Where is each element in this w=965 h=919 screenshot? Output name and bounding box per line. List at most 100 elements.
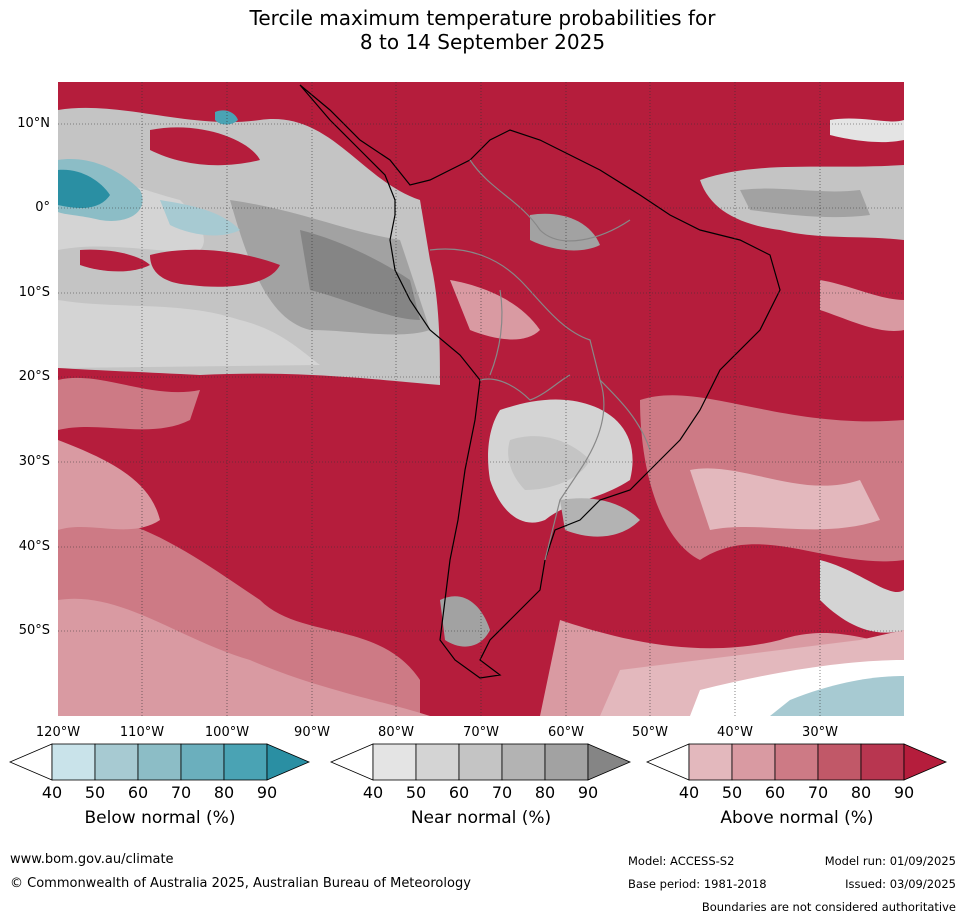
lat-label: 20°S — [18, 369, 50, 384]
colorbar-segment — [137, 743, 182, 781]
colorbar-tick-label: 80 — [850, 783, 872, 802]
colorbar-segment — [51, 743, 96, 781]
colorbar-tick-label: 60 — [764, 783, 786, 802]
lon-label: 30°W — [802, 725, 838, 740]
country-border — [479, 374, 571, 401]
lon-label: 90°W — [294, 725, 330, 740]
coastline — [299, 84, 781, 679]
colorbar-segment — [180, 743, 225, 781]
colorbar-tick-label: 90 — [577, 783, 599, 802]
near-normal-region — [508, 436, 590, 490]
above-normal-region — [690, 468, 880, 530]
colorbar-title: Below normal (%) — [84, 808, 236, 828]
colorbar-tick-label: 80 — [534, 783, 556, 802]
colorbar-segment — [372, 743, 417, 781]
colorbar-tick-label: 90 — [256, 783, 278, 802]
country-border — [469, 159, 631, 242]
above-normal-region — [58, 377, 200, 430]
colorbar-extend-low — [645, 743, 690, 781]
map-title-line2: 8 to 14 September 2025 — [359, 30, 606, 54]
above-normal-region — [58, 440, 160, 530]
colorbar-extend-low — [329, 743, 374, 781]
above-normal-colorbar — [645, 743, 948, 781]
lat-label: 10°S — [18, 285, 50, 300]
near-normal-region — [830, 118, 904, 143]
colorbar-extend-high — [903, 743, 948, 781]
colorbar-tick-label: 70 — [170, 783, 192, 802]
below-normal-region — [160, 200, 240, 236]
colorbar-segment — [544, 743, 589, 781]
above-normal-region — [150, 127, 260, 166]
model-text: Model: ACCESS-S2 — [628, 854, 735, 868]
lon-label: 60°W — [548, 725, 584, 740]
colorbar-tick-label: 40 — [362, 783, 384, 802]
colorbar-title: Above normal (%) — [720, 808, 874, 828]
colorbar-segment — [94, 743, 139, 781]
lon-label: 70°W — [463, 725, 499, 740]
lon-label: 100°W — [204, 725, 250, 740]
lon-label: 110°W — [119, 725, 165, 740]
above-normal-region — [80, 249, 150, 272]
colorbar-segment — [688, 743, 733, 781]
colorbar-extend-high — [587, 743, 632, 781]
lat-label: 10°N — [17, 116, 50, 131]
near-normal-region — [820, 560, 904, 633]
lon-label: 40°W — [717, 725, 753, 740]
below-normal-region — [215, 110, 238, 125]
colorbar-segment — [415, 743, 460, 781]
graticule — [58, 82, 904, 716]
colorbar-tick-label: 60 — [127, 783, 149, 802]
lon-label: 120°W — [35, 725, 81, 740]
colorbar-segment — [223, 743, 268, 781]
below-normal-colorbar — [8, 743, 311, 781]
country-border — [489, 289, 503, 376]
below-normal-region — [770, 676, 904, 716]
above-normal-region — [58, 598, 430, 716]
lon-label: 50°W — [632, 725, 668, 740]
colorbar-tick-label: 50 — [721, 783, 743, 802]
website-link[interactable]: www.bom.gov.au/climate — [10, 852, 174, 867]
lat-label: 30°S — [18, 454, 50, 469]
colorbar-tick-label: 70 — [491, 783, 513, 802]
colorbar-extend-low — [8, 743, 53, 781]
near-normal-region — [440, 596, 490, 647]
colorbar-tick-label: 70 — [807, 783, 829, 802]
colorbar-segment — [501, 743, 546, 781]
colorbar-tick-label: 80 — [213, 783, 235, 802]
colorbar-segment — [774, 743, 819, 781]
colorbar-segment — [817, 743, 862, 781]
colorbar-tick-label: 40 — [41, 783, 63, 802]
country-border — [429, 248, 651, 451]
colorbar-segment — [860, 743, 905, 781]
below-normal-region — [58, 169, 110, 208]
near-normal-colorbar — [329, 743, 632, 781]
above-normal-region — [150, 249, 280, 287]
probability-field — [58, 82, 904, 716]
colorbar-tick-label: 90 — [893, 783, 915, 802]
map-title-line1: Tercile maximum temperature probabilitie… — [249, 6, 716, 30]
colorbar-tick-label: 50 — [405, 783, 427, 802]
boundaries-disclaimer: Boundaries are not considered authoritat… — [701, 900, 956, 914]
colorbar-extend-high — [266, 743, 311, 781]
colorbar-title: Near normal (%) — [410, 808, 552, 828]
near-normal-region — [58, 300, 320, 368]
colorbar-tick-label: 60 — [448, 783, 470, 802]
lon-label: 80°W — [378, 725, 414, 740]
near-normal-region — [300, 230, 420, 320]
colorbar-segment — [458, 743, 503, 781]
near-normal-region — [740, 188, 870, 218]
country-border — [544, 379, 605, 561]
base-period-text: Base period: 1981-2018 — [628, 877, 767, 891]
near-normal-region — [560, 498, 640, 537]
lat-label: 0° — [35, 200, 50, 215]
issued-text: Issued: 03/09/2025 — [845, 877, 956, 891]
colorbar-segment — [731, 743, 776, 781]
near-normal-region — [530, 213, 600, 251]
colorbar-tick-label: 40 — [678, 783, 700, 802]
lat-label: 40°S — [18, 539, 50, 554]
colorbar-tick-label: 50 — [84, 783, 106, 802]
above-normal-region — [450, 280, 540, 340]
lat-label: 50°S — [18, 623, 50, 638]
model-run-text: Model run: 01/09/2025 — [824, 854, 956, 868]
